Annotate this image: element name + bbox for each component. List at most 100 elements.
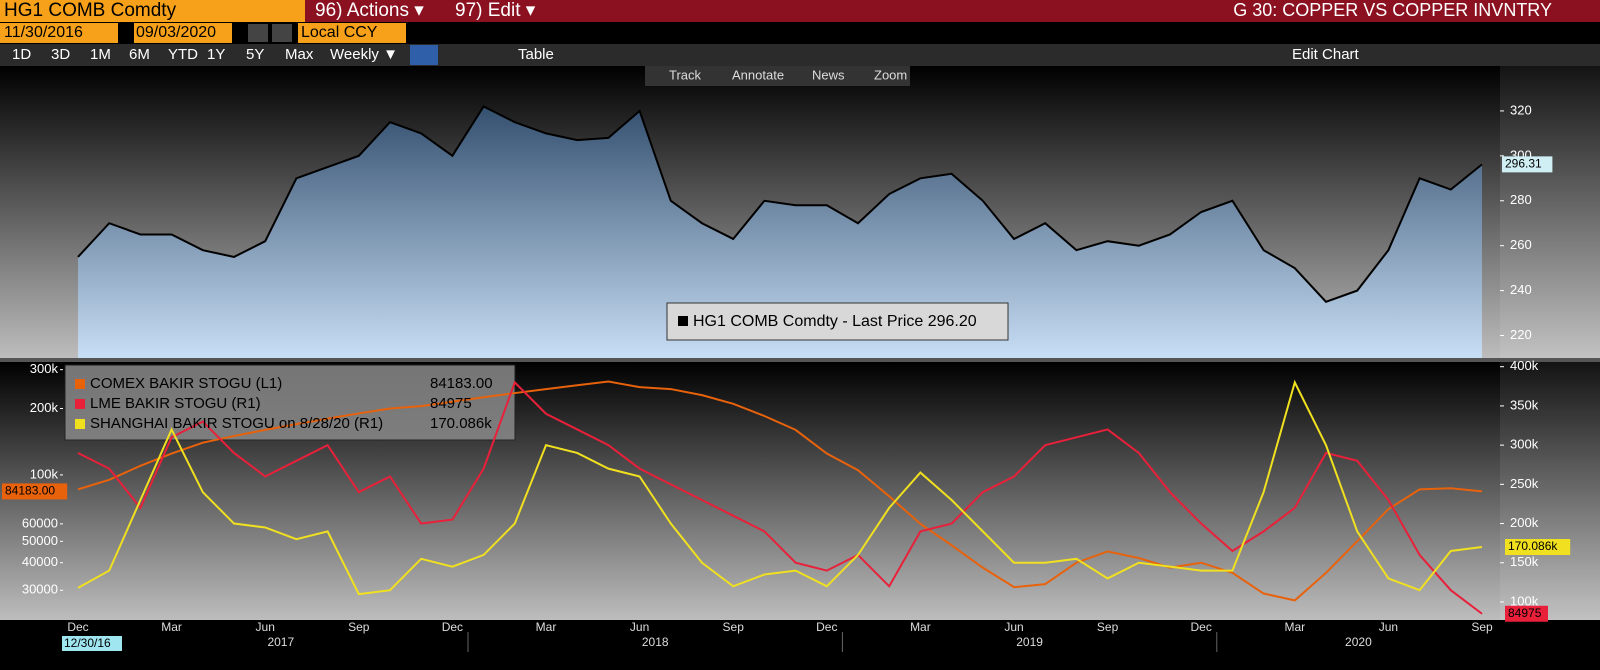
- year-label: 2020: [1345, 635, 1372, 649]
- end-date[interactable]: [134, 23, 232, 43]
- actions-menu[interactable]: 96) Actions ▾: [315, 0, 424, 21]
- next-button[interactable]: [272, 24, 292, 42]
- tick-label: 60000: [22, 515, 58, 530]
- tick-label: 240: [1510, 282, 1532, 297]
- legend-box: [666, 302, 1009, 341]
- tick-label: 300k: [1510, 437, 1539, 452]
- header-bar: [0, 0, 1600, 22]
- tick-label: 200k: [1510, 515, 1539, 530]
- last-value-badge: 170.086k: [1508, 539, 1558, 553]
- start-date-badge-bg: [62, 636, 122, 651]
- line-chart-button[interactable]: [410, 45, 438, 65]
- x-tick-label: Dec: [1191, 620, 1212, 634]
- legend-label: HG1 COMB Comdty - Last Price 296.20: [693, 313, 977, 330]
- x-tick-label: Jun: [630, 620, 649, 634]
- currency-text: Local CCY: [301, 24, 378, 41]
- time-axis: [0, 620, 1600, 665]
- start-date[interactable]: [0, 23, 118, 43]
- x-tick-label: Jun: [256, 620, 275, 634]
- legend-label: LME BAKIR STOGU (R1): [90, 395, 261, 412]
- period-button[interactable]: 1D: [12, 46, 31, 63]
- tick-label: 260: [1510, 237, 1532, 252]
- x-tick-label: Dec: [442, 620, 463, 634]
- edit-chart-button[interactable]: Edit Chart: [1292, 46, 1360, 63]
- legend-value: 170.086k: [430, 415, 492, 432]
- tick-label: 100k: [30, 466, 59, 481]
- tick-label: 100k: [1510, 593, 1539, 608]
- x-tick-label: Jun: [1004, 620, 1023, 634]
- tick-label: 250k: [1510, 476, 1539, 491]
- tick-label: 280: [1510, 192, 1532, 207]
- last-price-badge: 296.31: [1505, 157, 1542, 171]
- last-price-badge-bg: [1502, 156, 1553, 173]
- last-value-badge-bg: [1505, 539, 1571, 556]
- page-title: G 30: COPPER VS COPPER INVNTRY: [1233, 0, 1552, 20]
- frequency[interactable]: Weekly ▼: [330, 46, 398, 63]
- last-value-badge-bg: [2, 483, 68, 500]
- price-line: [77, 105, 1483, 304]
- legend-value: 84183.00: [430, 375, 493, 392]
- x-tick-label: Jun: [1379, 620, 1398, 634]
- x-tick-label: Mar: [536, 620, 557, 634]
- toolbar: [0, 44, 1600, 66]
- last-value-badge: 84183.00: [5, 484, 55, 498]
- inventory-line: [77, 380, 1483, 602]
- panel-divider: [0, 358, 1600, 362]
- chart-tool[interactable]: Zoom: [874, 67, 907, 82]
- table-button[interactable]: Table: [518, 46, 554, 63]
- ticker-box[interactable]: [0, 0, 305, 22]
- inventory-line: [77, 380, 1483, 615]
- chart-tool[interactable]: Annotate: [732, 67, 784, 82]
- ticker: HG1 COMB Comdty: [4, 0, 177, 21]
- tick-label: 40000: [22, 554, 58, 569]
- chart-tools: [645, 66, 910, 86]
- inventory-line: [77, 379, 1483, 596]
- chart-tool[interactable]: News: [812, 67, 845, 82]
- x-tick-label: Sep: [723, 620, 745, 634]
- x-tick-label: Dec: [816, 620, 837, 634]
- start-date-text: 11/30/2016: [4, 24, 83, 41]
- x-tick-label: Mar: [1284, 620, 1305, 634]
- legend-swatch: [75, 419, 85, 429]
- tick-label: 300k: [30, 361, 59, 376]
- legend-value: 84975: [430, 395, 472, 412]
- tick-label: 320: [1510, 102, 1532, 117]
- legend-swatch: [75, 399, 85, 409]
- legend-swatch: [75, 379, 85, 389]
- period-button[interactable]: 1Y: [207, 46, 225, 63]
- period-button[interactable]: YTD: [168, 46, 198, 63]
- tick-label: 220: [1510, 327, 1532, 342]
- period-button[interactable]: 6M: [129, 46, 150, 63]
- period-button[interactable]: 3D: [51, 46, 70, 63]
- tick-label: 400k: [1510, 358, 1539, 373]
- x-tick-label: Mar: [910, 620, 931, 634]
- start-date-badge: 12/30/16: [64, 636, 111, 650]
- edit-menu[interactable]: 97) Edit ▾: [455, 0, 536, 21]
- legend-swatch: [678, 316, 688, 326]
- x-tick-label: Sep: [1471, 620, 1493, 634]
- chart-tool[interactable]: Track: [669, 67, 702, 82]
- last-value-badge: 84975: [1508, 606, 1542, 620]
- price-area: [78, 106, 1482, 358]
- last-value-badge-bg: [1505, 605, 1548, 622]
- year-label: 2019: [1016, 635, 1043, 649]
- year-label: 2017: [267, 635, 294, 649]
- x-tick-label: Mar: [161, 620, 182, 634]
- period-button[interactable]: 5Y: [246, 46, 264, 63]
- tick-label: 50000: [22, 533, 58, 548]
- tick-label: 150k: [1510, 554, 1539, 569]
- x-tick-label: Dec: [67, 620, 88, 634]
- tick-label: 200k: [30, 400, 59, 415]
- tick-label: 30000: [22, 582, 58, 597]
- prev-button[interactable]: [248, 24, 268, 42]
- end-date-text: 09/03/2020: [136, 24, 216, 41]
- period-button[interactable]: Max: [285, 46, 314, 63]
- x-tick-label: Sep: [348, 620, 370, 634]
- tick-label: 350k: [1510, 397, 1539, 412]
- period-button[interactable]: 1M: [90, 46, 111, 63]
- x-tick-label: Sep: [1097, 620, 1119, 634]
- legend-label: SHANGHAI BAKIR STOGU on 8/28/20 (R1): [90, 415, 383, 432]
- currency[interactable]: [298, 23, 406, 43]
